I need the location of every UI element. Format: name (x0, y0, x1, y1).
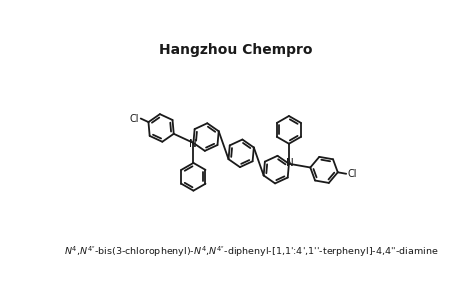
Text: $\mathit{N}^{4}$,$\mathit{N}^{4''}$-bis(3-chlorophenyl)-$\mathit{N}^{4}$,$\mathi: $\mathit{N}^{4}$,$\mathit{N}^{4''}$-bis(… (63, 244, 437, 259)
Text: N: N (285, 158, 293, 168)
Text: Cl: Cl (347, 169, 357, 179)
Text: Cl: Cl (129, 113, 139, 123)
Text: N: N (188, 139, 196, 149)
Text: Hangzhou Chempro: Hangzhou Chempro (159, 43, 312, 57)
